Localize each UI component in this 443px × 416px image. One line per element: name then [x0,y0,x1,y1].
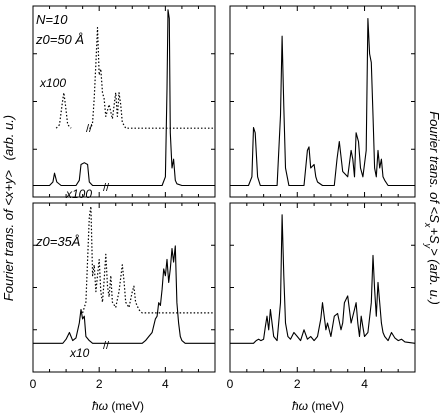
x-tick-label: 2 [294,377,301,391]
left-ylabel-units: (arb. u.) [1,115,16,161]
break-mark-bottom: // [103,340,110,352]
right-ylabel: Fourier trans. of <Sx+Sy> (arb. u.) [423,111,442,305]
annotation-x100-dotted: x100 [39,76,66,90]
left-ylabel: Fourier trans. of <x+y> (arb. u.) [1,115,16,301]
annotation-n10: N=10 [36,12,68,27]
series-line-dotted [55,92,72,129]
right-ylabel-sub-x: x [423,222,433,228]
panel-top-left [32,5,216,198]
series-line-dotted [89,27,215,129]
right-ylabel-end: > (arb. u.) [427,248,442,305]
annotation-z0-35: z0=35Å [35,234,80,249]
right-ylabel-main: Fourier trans. of <S [427,111,442,223]
panel-top-right [229,5,416,198]
x-tick-label: 2 [96,377,103,391]
series-line-solid [230,18,415,187]
xlabel-right-unit: (meV) [311,399,344,413]
x-tick-label: 0 [227,377,234,391]
xlabel-right-symbol: ħω [292,399,308,413]
panel-frame [32,202,216,373]
x-tick-label: 4 [361,377,368,391]
series-line-solid [230,214,416,344]
panel-frame [229,5,416,198]
panel-bottom-left: 0 2 4 [30,202,216,391]
right-ylabel-sub-y: y [423,243,433,249]
series-line-solid [33,245,215,344]
annotation-x10: x10 [69,346,90,360]
xlabel-right: ħω (meV) [292,399,344,413]
series-line-dotted [82,205,215,314]
xlabel-left: ħω (meV) [92,399,144,413]
xlabel-left-symbol: ħω [92,399,108,413]
xlabel-left-unit: (meV) [111,399,144,413]
break-mark-solid: // [103,182,110,194]
x-tick-label: 0 [30,377,37,391]
break-mark-dotted: // [86,123,93,135]
panel-bottom-right: 0 2 4 [227,202,416,391]
panel-frame [229,202,416,373]
series-line-solid [33,9,215,187]
x-tick-label: 4 [162,377,169,391]
right-ylabel-plus: +S [427,227,442,244]
left-ylabel-main: Fourier trans. of <x+y> [1,170,16,302]
annotation-z0-50: z0=50 Å [35,32,84,47]
annotation-x100-solid: x100 [65,187,92,201]
